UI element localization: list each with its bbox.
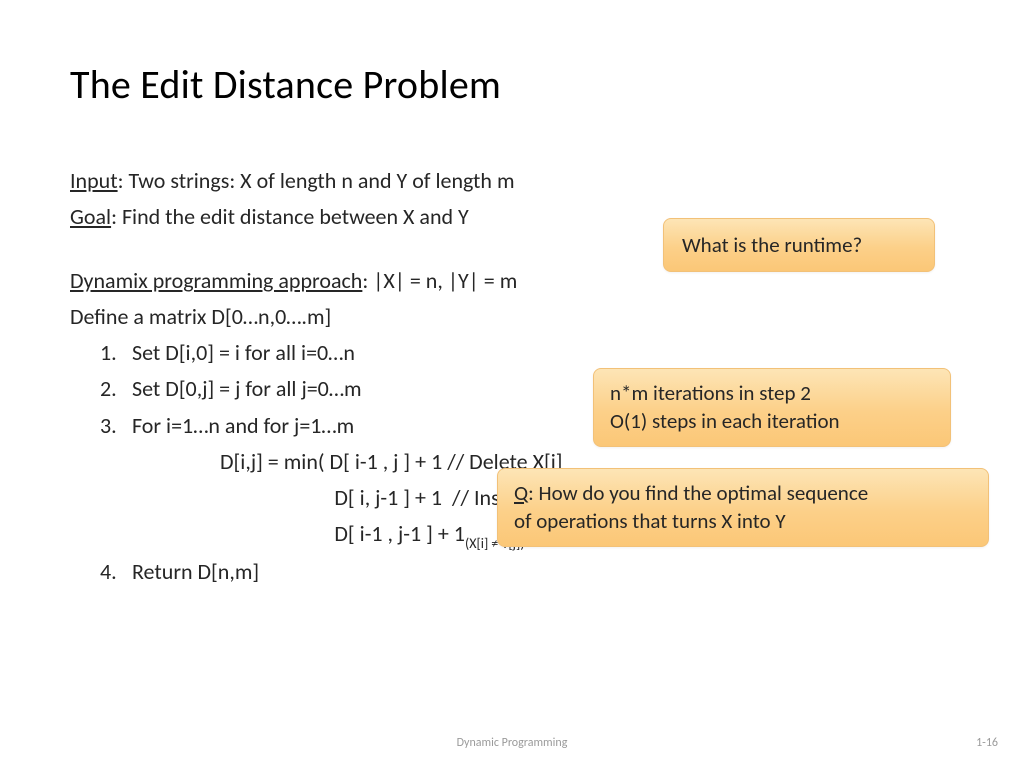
callout-runtime-text: What is the runtime? [682, 232, 862, 258]
step-2-text: Set D[0,j] = j for all j=0…m [132, 375, 362, 402]
footer-center: Dynamic Programming [0, 736, 1024, 750]
step-1-num: 1. [100, 336, 117, 370]
step-4-text: Return D[n,m] [132, 558, 259, 585]
step-1-text: Set D[i,0] = i for all i=0…n [132, 339, 355, 366]
step-4: 4. Return D[n,m] [70, 555, 964, 589]
input-line: Input: Two strings: X of length n and Y … [70, 164, 964, 198]
step-4-num: 4. [100, 555, 117, 589]
callout-question-line2: of operations that turns X into Y [514, 507, 972, 535]
callout-question-label: Q [514, 480, 528, 506]
goal-text: : Find the edit distance between X and Y [111, 203, 469, 230]
slide-container: The Edit Distance Problem Input: Two str… [0, 0, 1024, 768]
callout-question: Q: How do you find the optimal sequence … [497, 468, 989, 547]
callout-iterations-line1: n*m iterations in step 2 [610, 379, 934, 407]
footer-page: 1-16 [976, 736, 998, 750]
callout-iterations: n*m iterations in step 2 O(1) steps in e… [593, 368, 951, 447]
slide-title: The Edit Distance Problem [70, 60, 964, 109]
callout-iterations-line2: O(1) steps in each iteration [610, 407, 934, 435]
formula-line-3-pre: D[ i-1 , j-1 ] + 1 [220, 520, 465, 547]
callout-question-text1: : How do you find the optimal sequence [528, 480, 868, 506]
approach-label: Dynamix programming approach [70, 267, 362, 294]
step-3-num: 3. [100, 409, 117, 443]
define-line: Define a matrix D[0…n,0….m] [70, 300, 964, 334]
input-text: : Two strings: X of length n and Y of le… [118, 167, 515, 194]
approach-text: : |X| = n, |Y| = m [362, 267, 517, 294]
goal-label: Goal [70, 203, 111, 230]
step-1: 1. Set D[i,0] = i for all i=0…n [70, 336, 964, 370]
callout-question-line1: Q: How do you find the optimal sequence [514, 479, 972, 507]
callout-runtime: What is the runtime? [663, 218, 935, 272]
input-label: Input [70, 167, 118, 194]
step-3-text: For i=1…n and for j=1…m [132, 412, 354, 439]
step-2-num: 2. [100, 372, 117, 406]
